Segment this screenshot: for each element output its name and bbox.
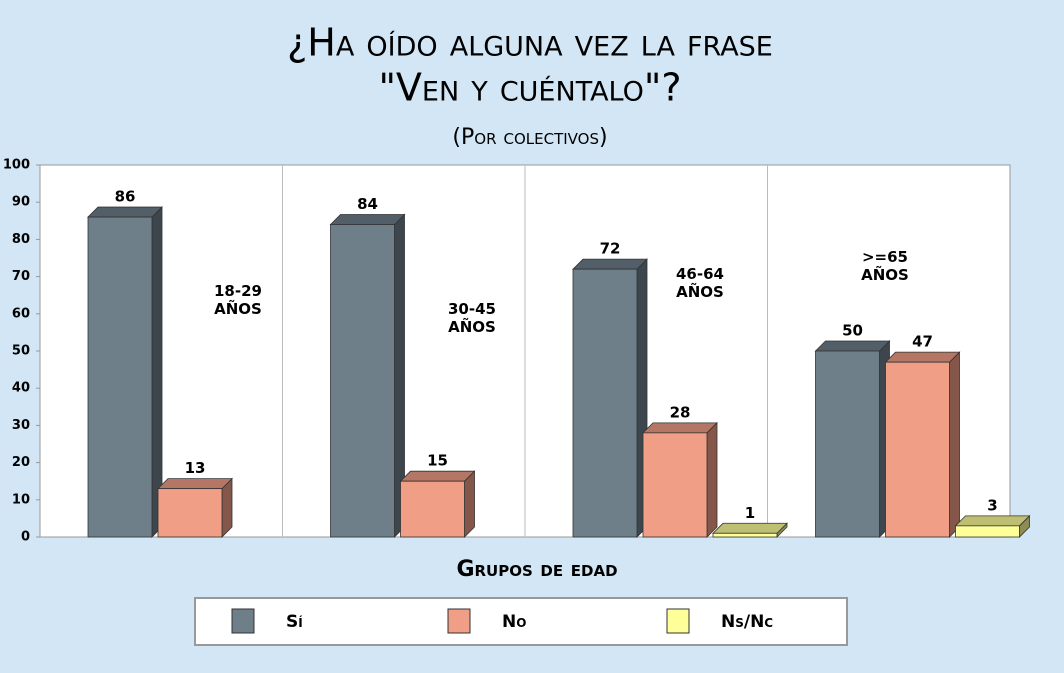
value-label: 84 (357, 195, 378, 213)
bar (884, 351, 961, 538)
bar-top (954, 515, 1031, 527)
y-tick-label: 10 (12, 492, 30, 507)
value-label: 1 (745, 504, 755, 522)
legend-swatch (447, 608, 471, 634)
bar-side (706, 421, 718, 538)
bar (642, 421, 718, 538)
y-tick-label: 40 (12, 381, 30, 396)
legend-label: No (502, 612, 526, 632)
legend (194, 597, 848, 646)
bar (399, 470, 476, 538)
bar-top (814, 340, 891, 352)
x-axis-label: Grupos de edad (456, 557, 617, 582)
bar-top (329, 214, 406, 225)
bar-front (572, 268, 638, 538)
bar-top (157, 478, 233, 490)
y-tick-label: 80 (12, 232, 30, 247)
bar (814, 340, 891, 538)
value-label: 28 (670, 403, 691, 421)
value-label: 50 (842, 322, 863, 340)
bar-front (955, 525, 1020, 538)
y-tick-label: 70 (12, 269, 30, 284)
bar (157, 477, 233, 538)
chart-title: ¿Ha oído alguna vez la frase (287, 21, 773, 65)
bar-top (87, 206, 163, 218)
bar (572, 258, 648, 538)
y-tick-label: 60 (12, 306, 30, 321)
bar-front (712, 532, 778, 538)
y-tick-label: 90 (12, 195, 30, 210)
legend-label: Sí (286, 612, 303, 632)
legend-swatch (666, 608, 690, 634)
bar (329, 213, 406, 538)
bar-front (885, 361, 950, 538)
legend-swatch (231, 608, 255, 634)
value-label: 86 (115, 188, 136, 206)
value-label: 47 (912, 333, 933, 351)
value-label: 13 (185, 459, 206, 477)
bar (954, 514, 1031, 538)
category-label: 46-64 AÑOS (660, 265, 740, 301)
chart-title: "Ven y cuéntalo"? (378, 66, 681, 110)
bar-top (642, 422, 718, 434)
bar-top (572, 258, 648, 270)
y-tick-label: 100 (3, 158, 30, 173)
y-tick-label: 0 (21, 530, 30, 545)
bar (712, 522, 788, 538)
value-label: 15 (427, 452, 448, 470)
bar-front (642, 432, 708, 538)
bar-front (87, 216, 153, 538)
bar-top (399, 470, 476, 482)
category-label: 30-45 AÑOS (432, 300, 512, 336)
category-label: 18-29 AÑOS (198, 282, 278, 318)
bar-front (815, 350, 880, 538)
bar-side (949, 351, 960, 538)
y-tick-label: 50 (12, 344, 30, 359)
bar-top (712, 522, 788, 534)
value-label: 3 (987, 496, 997, 514)
y-tick-label: 30 (12, 418, 30, 433)
legend-label: Ns/Nc (721, 612, 773, 632)
y-tick-label: 20 (12, 455, 30, 470)
chart-subtitle: (Por colectivos) (452, 125, 607, 150)
bar-top (884, 351, 961, 363)
bar-side (464, 470, 475, 538)
bar-front (400, 480, 465, 538)
bar-front (157, 488, 223, 538)
bar-front (330, 224, 395, 538)
value-label: 72 (600, 240, 621, 258)
bar (87, 206, 163, 538)
category-label: >=65 AÑOS (845, 248, 925, 284)
